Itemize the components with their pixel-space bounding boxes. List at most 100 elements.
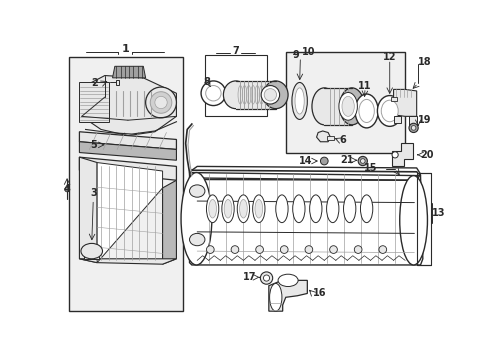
Text: 12: 12 — [383, 52, 396, 62]
Polygon shape — [392, 143, 413, 166]
Ellipse shape — [312, 88, 337, 125]
Circle shape — [392, 152, 398, 158]
Ellipse shape — [224, 199, 232, 218]
Polygon shape — [79, 157, 97, 263]
Ellipse shape — [292, 82, 307, 120]
Bar — [205, 55, 267, 116]
Text: 15: 15 — [364, 163, 377, 173]
Circle shape — [361, 159, 365, 163]
Ellipse shape — [201, 81, 226, 105]
Ellipse shape — [339, 93, 357, 120]
Ellipse shape — [81, 243, 102, 259]
Polygon shape — [113, 66, 146, 78]
Ellipse shape — [222, 195, 234, 222]
Circle shape — [320, 157, 328, 165]
Circle shape — [65, 187, 70, 192]
Text: 11: 11 — [358, 81, 371, 91]
Bar — [409, 116, 416, 125]
Text: 5: 5 — [90, 140, 97, 150]
Ellipse shape — [270, 283, 282, 311]
Bar — [392, 97, 397, 101]
Ellipse shape — [146, 87, 176, 118]
Circle shape — [409, 123, 418, 132]
Polygon shape — [269, 280, 307, 311]
Text: 13: 13 — [432, 208, 445, 217]
Text: 19: 19 — [418, 115, 432, 125]
Ellipse shape — [240, 199, 247, 218]
Ellipse shape — [355, 94, 378, 128]
Ellipse shape — [206, 195, 219, 222]
Circle shape — [280, 246, 288, 253]
Ellipse shape — [377, 95, 402, 126]
Text: 20: 20 — [420, 150, 434, 160]
Ellipse shape — [155, 96, 167, 109]
Bar — [324, 88, 352, 125]
Text: 2: 2 — [92, 78, 98, 88]
Polygon shape — [82, 76, 176, 136]
Ellipse shape — [206, 86, 221, 101]
Ellipse shape — [342, 96, 354, 116]
Text: 7: 7 — [232, 46, 239, 56]
Ellipse shape — [190, 233, 205, 246]
Polygon shape — [163, 180, 176, 264]
Ellipse shape — [381, 100, 398, 122]
Ellipse shape — [190, 185, 205, 197]
Text: 16: 16 — [313, 288, 326, 298]
Circle shape — [411, 126, 416, 130]
Text: 4: 4 — [64, 184, 71, 194]
Ellipse shape — [276, 195, 288, 222]
Circle shape — [231, 246, 239, 253]
Bar — [79, 82, 109, 122]
Ellipse shape — [295, 88, 304, 114]
Polygon shape — [393, 89, 416, 116]
Ellipse shape — [264, 81, 288, 109]
Ellipse shape — [255, 199, 263, 218]
Text: 1: 1 — [122, 44, 129, 54]
Text: 6: 6 — [340, 135, 346, 145]
Circle shape — [264, 275, 270, 281]
Circle shape — [260, 272, 273, 284]
Ellipse shape — [264, 89, 276, 101]
Circle shape — [379, 246, 387, 253]
Polygon shape — [79, 132, 176, 149]
Text: 10: 10 — [302, 48, 316, 58]
Bar — [236, 81, 276, 109]
Polygon shape — [79, 157, 176, 180]
Ellipse shape — [181, 172, 212, 265]
Ellipse shape — [223, 81, 248, 109]
Polygon shape — [190, 172, 423, 265]
Ellipse shape — [253, 195, 265, 222]
Ellipse shape — [400, 176, 427, 265]
Ellipse shape — [293, 195, 305, 222]
Circle shape — [206, 246, 214, 253]
Text: 17: 17 — [243, 272, 257, 282]
Text: 18: 18 — [418, 58, 432, 67]
Ellipse shape — [326, 195, 339, 222]
Polygon shape — [79, 259, 176, 264]
Ellipse shape — [261, 86, 280, 104]
Ellipse shape — [359, 99, 374, 122]
Text: 9: 9 — [293, 50, 299, 60]
Text: 21: 21 — [340, 155, 354, 165]
Bar — [286, 53, 405, 153]
Text: 3: 3 — [90, 188, 97, 198]
Bar — [327, 136, 334, 140]
Bar — [393, 116, 401, 123]
Bar — [69, 57, 183, 311]
Ellipse shape — [310, 195, 322, 222]
Text: 8: 8 — [203, 77, 210, 87]
Ellipse shape — [237, 195, 249, 222]
Circle shape — [330, 246, 337, 253]
Ellipse shape — [343, 195, 356, 222]
Text: 14: 14 — [299, 156, 313, 166]
Polygon shape — [97, 163, 163, 263]
Ellipse shape — [278, 274, 298, 287]
Circle shape — [256, 246, 264, 253]
Polygon shape — [317, 131, 330, 142]
Bar — [416, 172, 431, 265]
Polygon shape — [79, 142, 176, 160]
Ellipse shape — [209, 199, 217, 218]
Circle shape — [354, 246, 362, 253]
Bar — [84, 247, 99, 259]
Bar — [117, 80, 120, 85]
